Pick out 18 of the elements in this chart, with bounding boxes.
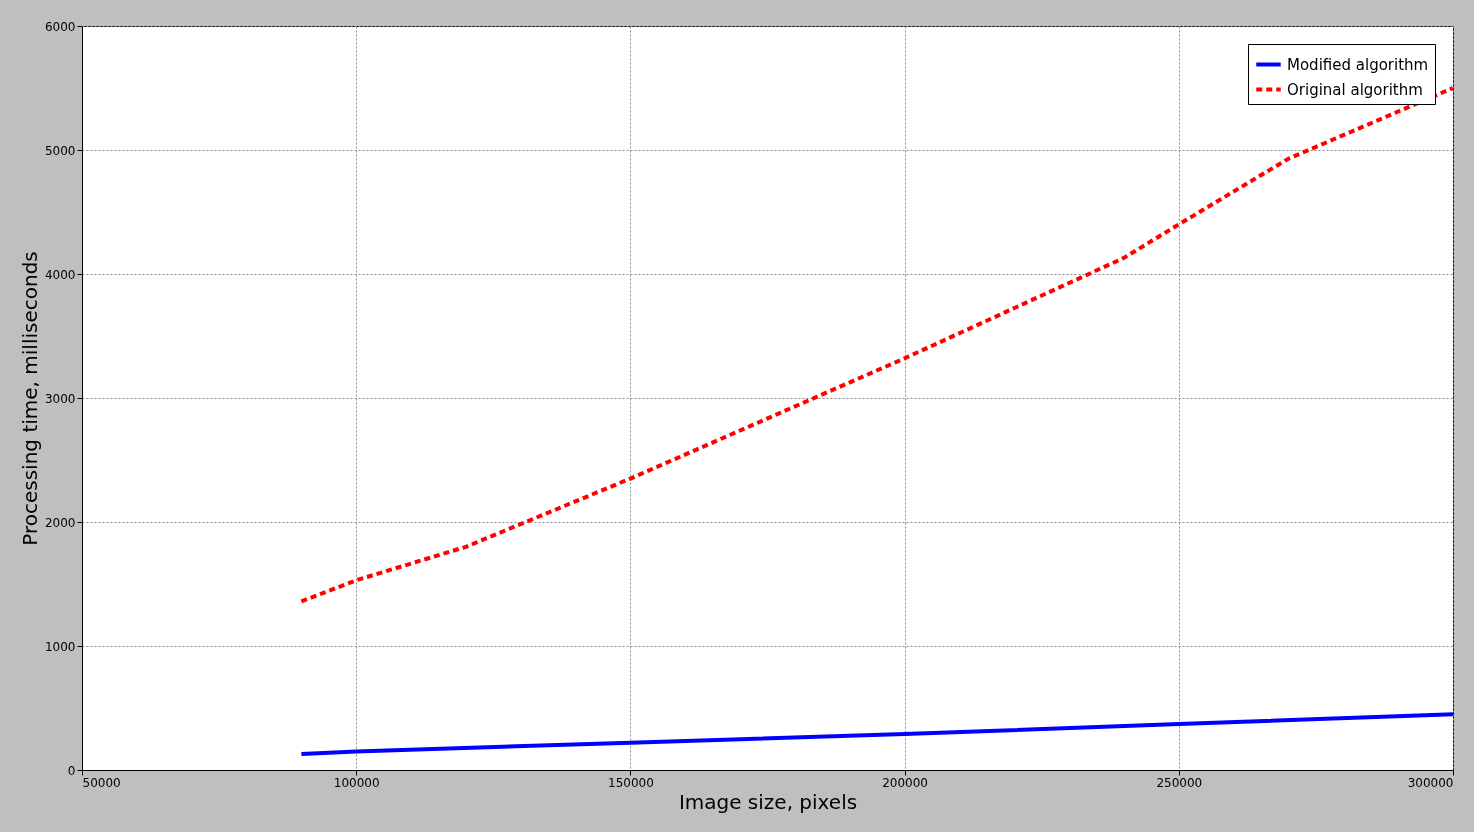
y-tick-label: 1000: [44, 639, 76, 654]
y-tick-label: 6000: [44, 19, 76, 34]
line-series: [299, 712, 1453, 756]
x-tick-label: 250000: [1156, 775, 1203, 790]
legend-label: Original algorithm: [1287, 80, 1423, 99]
y-tick-label: 3000: [44, 391, 76, 406]
y-tick-label: 4000: [44, 267, 76, 282]
y-tick-label: 0: [67, 763, 76, 778]
x-tick-label: 300000: [1407, 775, 1454, 790]
x-tick-label: 200000: [882, 775, 929, 790]
x-axis-title: Image size, pixels: [678, 789, 858, 814]
y-tick-label: 5000: [44, 143, 76, 158]
x-tick-label: 50000: [82, 775, 121, 790]
x-tick-label: 150000: [607, 775, 654, 790]
y-axis-title: Processing time, milliseconds: [17, 251, 42, 546]
legend-label: Modified algorithm: [1287, 55, 1429, 74]
y-tick-label: 2000: [44, 515, 76, 530]
x-tick-label: 100000: [333, 775, 380, 790]
